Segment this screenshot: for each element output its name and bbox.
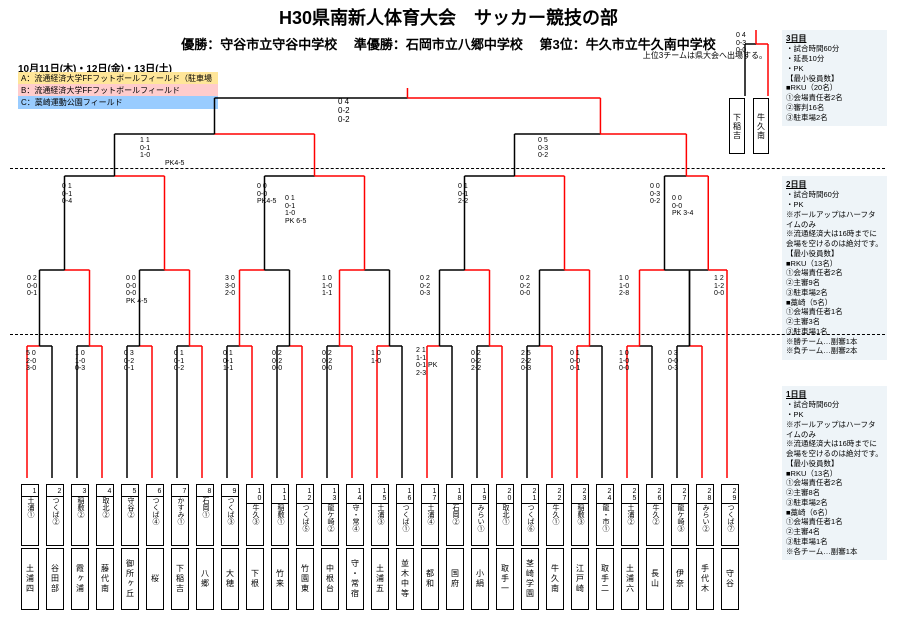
page-title: H30県南新人体育大会 サッカー競技の部 xyxy=(0,4,897,30)
score: 0 00-30-2 xyxy=(650,183,660,206)
team-slot-4: 4取北②藤代南 xyxy=(93,484,117,610)
score: 1 01-00-0 xyxy=(619,350,629,373)
team-slot-13: 13龍ケ崎②中根台 xyxy=(318,484,342,610)
team-slot-19: 19みらい①小絹 xyxy=(468,484,492,610)
team-slot-16: 16つくば①並木中等 xyxy=(393,484,417,610)
sidebar-day-1: 1日目・試合時間60分・PK※ボールアップはハーフタイムのみ※流通経済大は16時… xyxy=(782,386,887,560)
team-slot-24: 24龍・市①取手二 xyxy=(593,484,617,610)
score: 0 00-00-0PK 4-5 xyxy=(126,275,147,306)
score: 1 01-01-1 xyxy=(322,275,332,298)
score: 1 21-20-0 xyxy=(714,275,724,298)
team-slot-5: 5守谷②御所ヶ丘 xyxy=(118,484,142,610)
score: 2 52-20-3 xyxy=(521,350,531,373)
team-slot-14: 14守・常④守・常宿 xyxy=(343,484,367,610)
score: 0 20-00-1 xyxy=(27,275,37,298)
team-slot-26: 26牛久②長山 xyxy=(643,484,667,610)
team-slot-7: 7かすみ①下稲吉 xyxy=(168,484,192,610)
final-team-1: 牛久南 xyxy=(753,98,769,154)
score: 0 40-30-0 xyxy=(736,32,746,55)
team-slot-29: 29つくば⑦守谷 xyxy=(718,484,742,610)
score: 0 20-20-3 xyxy=(420,275,430,298)
venue-2: C：藁崎運動公園フィールド xyxy=(18,96,218,109)
qualifier-note: 上位3チームは県大会へ出場する。 xyxy=(643,50,767,61)
team-slot-15: 15土浦③土浦五 xyxy=(368,484,392,610)
team-slot-9: 9つくば③大穂 xyxy=(218,484,242,610)
score: 0 30-20-1 xyxy=(124,350,134,373)
team-slot-28: 28みらい②手代木 xyxy=(693,484,717,610)
team-slot-6: 6つくば④桜 xyxy=(143,484,167,610)
team-slot-8: 8石岡①八郷 xyxy=(193,484,217,610)
team-slot-22: 22牛久①牛久南 xyxy=(543,484,567,610)
sidebar-day-2: 2日目・試合時間60分・PK※ボールアップはハーフタイムのみ※流通経済大は16時… xyxy=(782,176,887,360)
score: 0 50-30-2 xyxy=(538,137,548,160)
score: 1 01-0 xyxy=(371,350,381,365)
score: PK4-5 xyxy=(165,160,184,168)
score: 0 10-11-0PK 6-5 xyxy=(285,195,306,226)
team-slot-20: 20取北①取手一 xyxy=(493,484,517,610)
score: 0 30-00-3 xyxy=(668,350,678,373)
team-slot-1: 1土浦①土浦四 xyxy=(18,484,42,610)
team-slot-18: 18石岡②国府 xyxy=(443,484,467,610)
team-slot-17: 17土浦④都和 xyxy=(418,484,442,610)
score: 0 10-10-4 xyxy=(62,183,72,206)
team-slot-12: 12つくば⑤竹園東 xyxy=(293,484,317,610)
score: 0 00-0PK 3-4 xyxy=(672,195,693,218)
score: 0 00-0PK4-5 xyxy=(257,183,276,206)
score: 0 20-20-0 xyxy=(272,350,282,373)
team-slot-21: 21つくば⑥茎崎学園 xyxy=(518,484,542,610)
score: 3 03-02-0 xyxy=(225,275,235,298)
score: 0 40-20-2 xyxy=(338,98,350,124)
score: 0 20-20-0 xyxy=(520,275,530,298)
team-slot-10: 10牛久③下根 xyxy=(243,484,267,610)
score: 1 10-11-0 xyxy=(140,137,150,160)
team-slot-2: 2つくば②谷田部 xyxy=(43,484,67,610)
team-slot-25: 25土浦②土浦六 xyxy=(618,484,642,610)
score: 5 02-03-0 xyxy=(26,350,36,373)
team-slot-23: 23稲敷③江戸崎 xyxy=(568,484,592,610)
final-team-0: 下稲吉 xyxy=(729,98,745,154)
score: 0 20-22-2 xyxy=(471,350,481,373)
sidebar-day-3: 3日目・試合時間60分・延長10分・PK【最小役員数】■RKU（20名） ①会場… xyxy=(782,30,887,126)
team-slot-11: 11稲敷①竹来 xyxy=(268,484,292,610)
score: 0 10-10-2 xyxy=(174,350,184,373)
score: 1 01-00-3 xyxy=(75,350,85,373)
team-slot-27: 27龍ケ崎③伊奈 xyxy=(668,484,692,610)
score: 0 10-00-1 xyxy=(570,350,580,373)
score: 0 20-20-0 xyxy=(322,350,332,373)
divider-1 xyxy=(10,334,885,335)
divider-0 xyxy=(10,168,885,169)
score: 1 01-02-8 xyxy=(619,275,629,298)
score: 2 11-10-1 PK2-3 xyxy=(416,347,437,378)
score: 0 10-12-2 xyxy=(458,183,468,206)
score: 0 10-11-1 xyxy=(223,350,233,373)
team-slot-3: 3稲敷②霞ヶ浦 xyxy=(68,484,92,610)
